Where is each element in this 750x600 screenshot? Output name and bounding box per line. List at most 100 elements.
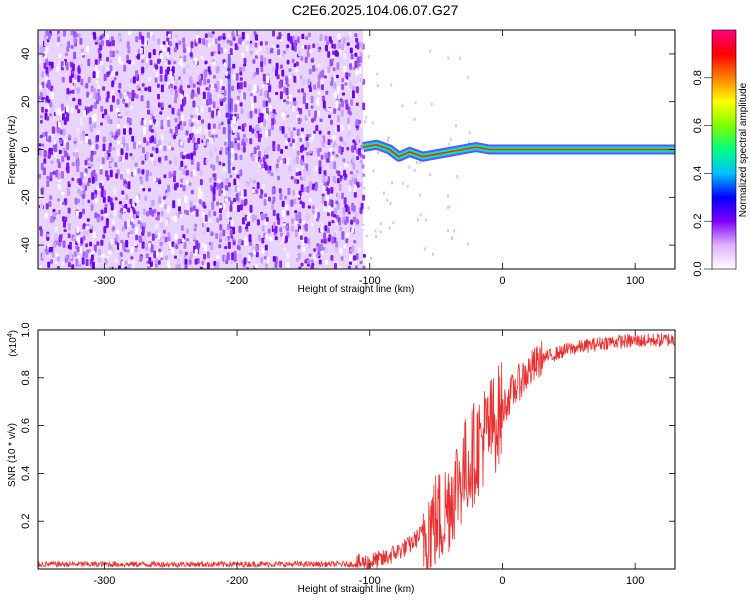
noise-speck [49,172,53,178]
noise-speck [109,104,113,112]
noise-speck [253,84,257,92]
noise-speck [222,178,226,186]
noise-speck [160,119,164,127]
noise-speck [349,63,352,69]
noise-speck [310,58,314,63]
noise-speck [286,210,290,216]
noise-speck [278,80,282,89]
noise-speck [168,84,172,90]
noise-speck [184,259,188,266]
noise-speck [276,74,280,80]
noise-speck [300,166,304,170]
noise-speck [353,191,357,198]
noise-speck [258,164,262,169]
noise-speck [177,198,181,207]
noise-speck [282,158,286,163]
noise-speck [167,232,171,237]
noise-speck [287,137,291,143]
noise-speck [318,259,322,265]
noise-speck [451,237,453,240]
noise-speck [467,75,470,79]
noise-speck [165,219,168,226]
noise-speck [124,266,128,269]
noise-speck [174,215,177,222]
noise-speck [120,239,124,244]
noise-speck [245,44,249,52]
noise-speck [302,162,306,166]
noise-speck [184,264,188,269]
noise-speck [401,104,404,108]
noise-speck [306,213,310,221]
noise-speck [135,36,139,43]
noise-speck [143,235,147,242]
noise-speck [345,103,349,110]
noise-speck [225,104,228,112]
noise-speck [75,258,79,267]
noise-speck [162,229,166,234]
noise-speck [346,232,350,239]
noise-speck [119,92,123,99]
noise-speck [238,38,241,45]
noise-speck [271,204,275,210]
noise-speck [166,51,170,60]
noise-speck [180,225,184,231]
noise-speck [258,150,261,157]
noise-speck [362,102,366,111]
noise-speck [328,221,331,227]
noise-speck [222,166,226,172]
noise-speck [43,158,47,164]
noise-speck [286,44,290,49]
noise-speck [348,31,352,37]
noise-speck [186,238,189,242]
noise-speck [317,110,320,117]
noise-speck [217,43,221,51]
noise-speck [55,236,59,241]
noise-speck [237,136,241,141]
noise-speck [266,256,270,264]
noise-speck [104,108,108,116]
noise-speck [93,32,97,40]
noise-speck [141,160,145,165]
noise-speck [109,119,113,125]
noise-speck [127,46,131,54]
noise-speck [77,75,81,83]
noise-speck [270,47,274,54]
noise-speck [219,35,223,40]
noise-speck [53,140,57,145]
noise-speck [357,148,361,156]
noise-speck [330,211,334,217]
noise-speck [185,93,189,102]
noise-speck [237,204,241,212]
noise-speck [333,43,337,49]
noise-speck [39,85,43,90]
noise-speck [305,36,309,40]
noise-speck [210,185,214,192]
noise-speck [352,155,356,164]
noise-speck [126,249,130,253]
noise-speck [244,214,248,221]
noise-speck [292,190,296,196]
noise-speck [237,245,241,251]
noise-speck [46,116,50,121]
noise-speck [244,239,248,246]
noise-speck [371,121,374,125]
noise-speck [278,156,282,162]
noise-speck [73,36,77,44]
noise-speck [82,235,86,241]
noise-speck [56,158,60,163]
noise-speck [453,229,456,233]
noise-speck [99,35,103,41]
noise-speck [223,62,227,67]
noise-speck [234,186,238,193]
noise-speck [190,114,194,119]
noise-speck [267,145,271,151]
noise-speck [49,113,53,117]
noise-speck [44,75,48,81]
noise-speck [350,219,354,225]
noise-speck [131,89,135,98]
noise-speck [66,88,70,96]
noise-speck [141,59,145,64]
noise-speck [205,39,209,48]
noise-speck [207,42,211,48]
noise-speck [243,92,247,100]
